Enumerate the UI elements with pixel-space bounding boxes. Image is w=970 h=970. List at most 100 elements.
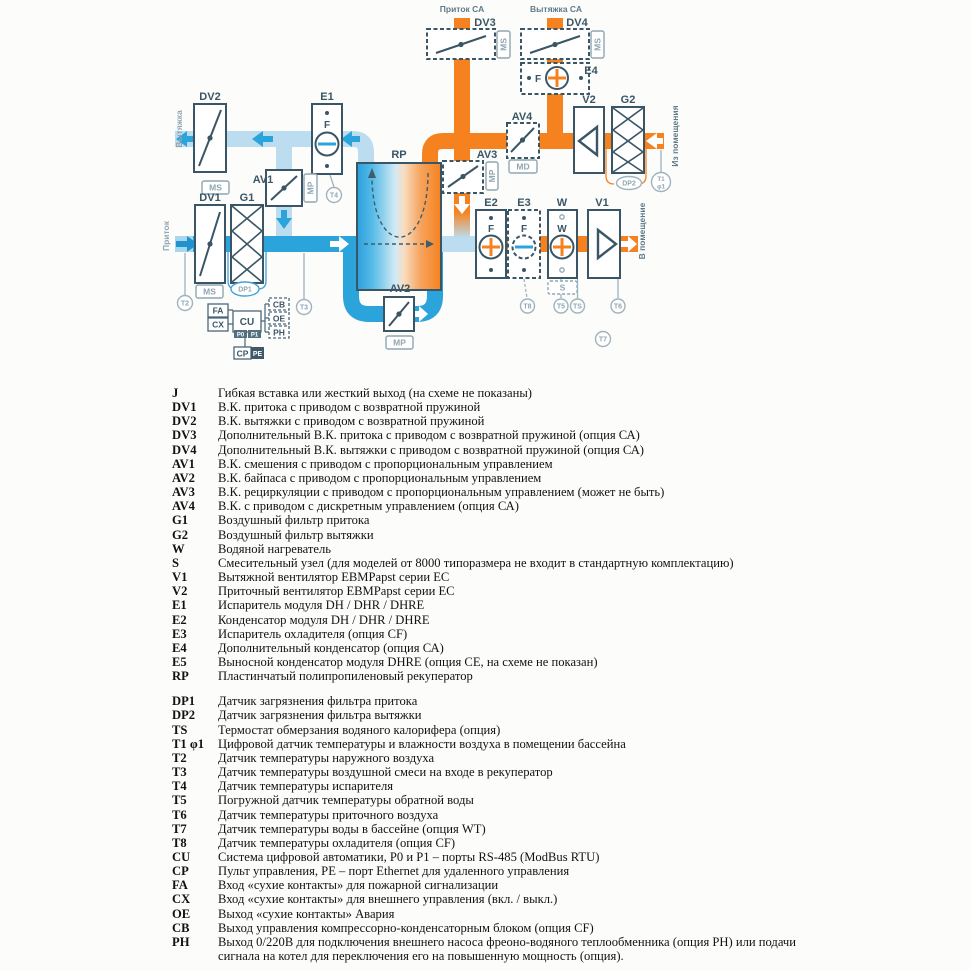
legend-row: T5 Погружной датчик температуры обратной … xyxy=(0,793,970,807)
supply-entry-arrow xyxy=(176,236,198,252)
w-letter: W xyxy=(557,224,567,235)
dv2-label: DV2 xyxy=(199,91,220,103)
from-room-label: Из помещения xyxy=(670,105,680,166)
legend-key: CU xyxy=(172,850,191,864)
fa-label: FA xyxy=(213,306,224,316)
ts-sensor xyxy=(569,298,586,314)
control-cluster xyxy=(207,297,290,360)
legend-desc: Выносной конденсатор модуля DHRE (опция … xyxy=(218,654,598,669)
g1-label: G1 xyxy=(240,192,255,204)
exhaust-sa-label: Вытяжка СА xyxy=(530,4,582,14)
legend-row: FA Вход «сухие контакты» для пожарной сиг… xyxy=(0,878,970,892)
legend-key: G2 xyxy=(172,527,189,542)
legend-row: T2 Датчик температуры наружного воздуха xyxy=(0,751,970,765)
legend-row: DP2 Датчик загрязнения фильтра вытяжки xyxy=(0,708,970,722)
coil-symbols xyxy=(314,66,583,273)
p0-port xyxy=(234,330,247,338)
legend-key: DV1 xyxy=(172,400,197,415)
exhaust-label: Вытяжка xyxy=(174,110,184,148)
t4-sensor xyxy=(325,186,343,204)
av1-mp-box xyxy=(303,173,318,203)
legend-desc: Выход 0/220В для подключения внешнего на… xyxy=(218,935,918,963)
legend-key: E3 xyxy=(172,626,187,641)
e3-f-letter: F xyxy=(521,224,527,235)
t3-sensor xyxy=(295,298,313,316)
g2-label: G2 xyxy=(621,94,636,106)
p1-label: P1 xyxy=(251,333,259,339)
t8-line xyxy=(523,278,528,299)
e4-dot xyxy=(527,76,531,80)
t8-label: T8 xyxy=(523,304,531,311)
legend-desc: Термостат обмерзания водяного калорифера… xyxy=(218,722,501,737)
legend-key: T4 xyxy=(172,779,187,794)
bypass-arrow xyxy=(411,306,428,322)
legend-key: CB xyxy=(172,920,190,935)
e1-dot xyxy=(325,164,329,168)
e4-dot xyxy=(579,76,583,80)
legend-desc: Датчик загрязнения фильтра вытяжки xyxy=(218,708,422,723)
dv4-pivot xyxy=(552,41,558,48)
t6-label: T6 xyxy=(614,304,622,311)
legend-row: AV2 В.К. байпаса с приводом с пропорциона… xyxy=(0,471,970,485)
legend-row: RP Пластинчатый полипропиленовый рекупера… xyxy=(0,669,970,683)
legend-key: T8 xyxy=(172,835,187,850)
av4-pivot xyxy=(519,137,526,143)
legend-desc: Датчик температуры воды в бассейне (опци… xyxy=(218,821,486,836)
dv2-pivot xyxy=(207,135,213,141)
ts-label: TS xyxy=(573,304,582,311)
legend-row: E5 Выносной конденсатор модуля DHRE (опци… xyxy=(0,655,970,669)
mixing-down-arrow xyxy=(276,210,292,229)
legend-key: E4 xyxy=(172,640,187,655)
cx-input xyxy=(207,317,229,332)
legend-key: AV3 xyxy=(172,485,195,500)
v2-label: V2 xyxy=(582,94,595,106)
e1-dot xyxy=(325,111,329,115)
legend-row: CB Выход управления компрессорно-конденса… xyxy=(0,921,970,935)
legend-row: AV1 В.К. смешения с приводом с пропорцион… xyxy=(0,457,970,471)
legend-row: E4 Дополнительный конденсатор (опция СА) xyxy=(0,641,970,655)
legend-row: DV4 Дополнительный В.К. вытяжки с приводо… xyxy=(0,443,970,457)
legend-desc: Датчик температуры наружного воздуха xyxy=(218,750,435,765)
t1-label: T1 xyxy=(657,176,665,183)
s-label: S xyxy=(560,283,566,293)
legend-desc: Датчик температуры испарителя xyxy=(218,779,394,794)
legend-key: V2 xyxy=(172,584,188,599)
av4-label: AV4 xyxy=(512,111,533,123)
av1-mp-label: MP xyxy=(306,181,316,194)
dv1-ms-box xyxy=(195,284,224,299)
exhaust-path-arrowhead xyxy=(368,168,376,178)
legend-key: CP xyxy=(172,864,189,879)
legend-row: T7 Датчик температуры воды в бассейне (оп… xyxy=(0,822,970,836)
v1-label: V1 xyxy=(595,197,608,209)
legend-row: V2 Приточный вентилятор EBMPapst серии ЕС xyxy=(0,584,970,598)
av1-label: AV1 xyxy=(253,174,274,186)
w-label: W xyxy=(557,197,568,209)
recuperator-body xyxy=(356,162,442,291)
legend-row: AV4 В.К. с приводом с дискретным управлен… xyxy=(0,499,970,513)
legend-key: CX xyxy=(172,892,191,907)
legend-key: J xyxy=(172,386,179,400)
legend-row: T8 Датчик температуры охладителя (опция C… xyxy=(0,836,970,850)
g2-filter xyxy=(611,106,645,174)
dv2-ms-box xyxy=(201,180,230,195)
av3-label: AV3 xyxy=(477,149,498,161)
oe-label: OE xyxy=(273,314,286,324)
legend-key: PH xyxy=(172,934,190,949)
t1-phi1-sensor xyxy=(650,171,672,193)
legend-desc: Вход «сухие контакты» для внешнего управ… xyxy=(218,892,558,907)
recirc-down-arrow xyxy=(454,196,470,214)
room-exhaust-main-pipe xyxy=(422,133,664,166)
exhaust-arrow xyxy=(252,131,273,147)
exhaust-arrow xyxy=(341,131,360,147)
legend-row: J Гибкая вставка или жесткий выход (на сх… xyxy=(0,386,970,400)
legend-key: AV2 xyxy=(172,470,195,485)
from-room-arrow xyxy=(646,133,663,149)
legend-desc: В.К. притока с приводом с возвратной пру… xyxy=(218,400,481,415)
dv3-ms-label: MS xyxy=(499,38,509,51)
p0-label: P0 xyxy=(237,333,245,339)
legend-desc: Дополнительный В.К. вытяжки с приводом с… xyxy=(218,442,644,457)
e2-label: E2 xyxy=(484,197,497,209)
legend-desc: Выход управления компрессорно-конденсато… xyxy=(218,920,594,935)
e3-label: E3 xyxy=(517,197,530,209)
schematic-diagram: Приток СА Вытяжка СА Вытяжка Приток Из п… xyxy=(161,4,680,360)
